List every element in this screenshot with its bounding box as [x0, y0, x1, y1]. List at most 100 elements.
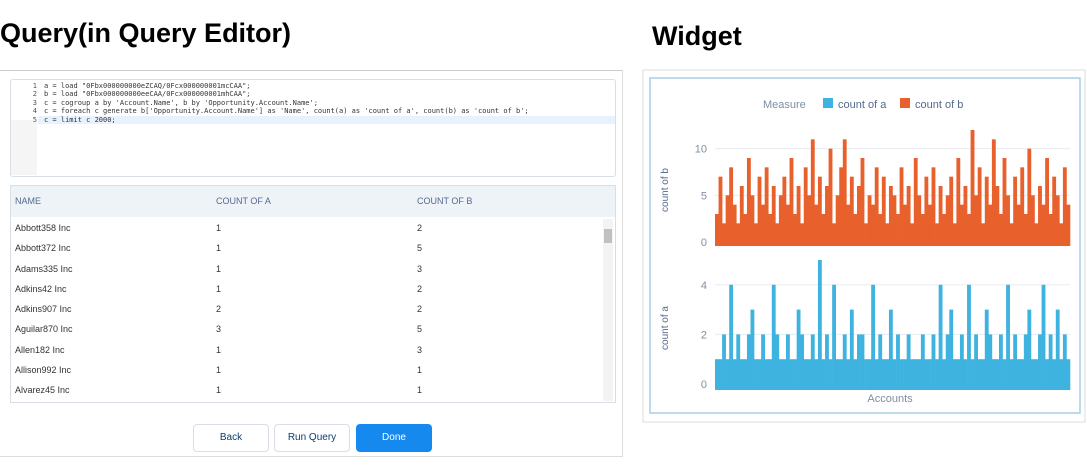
bar — [903, 359, 907, 390]
bar — [938, 186, 943, 246]
bar — [860, 158, 865, 246]
bar — [1052, 359, 1057, 390]
bar — [842, 139, 847, 246]
scroll-thumb[interactable] — [604, 229, 612, 243]
bar — [967, 284, 971, 390]
bar — [984, 309, 989, 390]
bar — [896, 214, 900, 246]
bar — [1009, 359, 1014, 390]
table-cell: Aguilar870 Inc — [15, 324, 73, 335]
bar — [825, 186, 829, 246]
bar — [1030, 359, 1035, 390]
bar — [1020, 167, 1025, 246]
table-cell: Abbott372 Inc — [15, 243, 71, 254]
bar — [807, 195, 812, 246]
bar — [853, 359, 858, 390]
bar — [874, 167, 879, 246]
button[interactable]: Run Query — [274, 424, 350, 452]
bar — [928, 204, 932, 246]
bar — [754, 359, 758, 390]
bar — [803, 359, 808, 390]
button[interactable]: Done — [356, 424, 432, 452]
bar — [857, 186, 861, 246]
y-tick-label: 0 — [701, 379, 707, 391]
line-number: 4 — [32, 107, 37, 116]
bar — [1030, 195, 1035, 246]
legend-swatch — [823, 98, 833, 108]
bar — [949, 309, 954, 390]
bar — [771, 186, 776, 246]
results-table: NAME COUNT OF A COUNT OF B Abbott358 Inc 1 2 A… — [10, 185, 616, 403]
bar — [729, 167, 734, 246]
table-cell: Allen182 Inc — [15, 344, 65, 355]
bar — [793, 359, 797, 390]
bar — [888, 309, 893, 390]
bar — [786, 204, 790, 246]
bar — [1002, 158, 1007, 246]
bar — [715, 214, 719, 246]
bar — [956, 158, 961, 246]
bar — [839, 167, 844, 246]
table-cell: Abbott358 Inc — [15, 223, 71, 233]
y-tick-label: 4 — [701, 280, 707, 292]
bar — [885, 359, 890, 390]
bar — [754, 223, 758, 246]
gutter — [11, 120, 37, 175]
bar — [981, 223, 986, 246]
table-cell: 1 — [216, 283, 222, 294]
bar — [988, 204, 993, 246]
bar — [842, 334, 847, 390]
table-cell: 1 — [216, 344, 222, 355]
bar — [835, 195, 840, 246]
column-header: NAME — [15, 196, 42, 206]
bar — [807, 359, 812, 390]
line-number: 5 — [32, 115, 37, 124]
line-number: 2 — [32, 90, 37, 99]
bar — [1034, 359, 1039, 390]
bar — [722, 223, 726, 246]
bar — [821, 359, 826, 390]
bar — [970, 359, 975, 390]
bar — [931, 334, 936, 390]
bar — [999, 334, 1003, 390]
bar — [1059, 223, 1064, 246]
bar — [963, 359, 968, 390]
bar — [920, 214, 925, 246]
bar — [810, 334, 815, 390]
bar — [938, 284, 943, 390]
bar — [800, 334, 805, 390]
bar — [959, 204, 964, 246]
legend-title: Measure — [763, 99, 806, 111]
button[interactable]: Back — [193, 424, 269, 452]
code-editor[interactable]: 1 a = load "0Fbx000000000eZCAQ/0Fcx000000… — [10, 79, 616, 177]
table-cell: Allison992 Inc — [15, 364, 72, 375]
bar — [864, 223, 868, 246]
bar — [796, 186, 801, 246]
bar — [913, 359, 918, 390]
bar — [846, 204, 851, 246]
table-cell: 3 — [216, 324, 222, 335]
bar — [778, 195, 783, 246]
bar — [917, 195, 922, 246]
table-cell: 2 — [417, 283, 423, 294]
bar — [1062, 334, 1067, 390]
bar — [871, 284, 876, 390]
bar — [736, 334, 741, 390]
bar — [739, 186, 744, 246]
code-line: b = load "0Fbx000000000eeCAA/0Fcx0000000… — [44, 90, 251, 99]
bar — [974, 195, 978, 246]
table-cell: 2 — [417, 223, 423, 233]
table-cell: 1 — [216, 263, 222, 274]
bar — [768, 214, 773, 246]
bar — [959, 334, 964, 390]
bar — [1027, 309, 1032, 390]
legend-label: count of a — [838, 99, 887, 111]
bar — [821, 214, 826, 246]
bar — [1048, 214, 1053, 246]
bar — [718, 359, 723, 390]
bar — [1027, 148, 1032, 246]
bar — [1052, 176, 1057, 246]
scrollbar[interactable] — [603, 219, 613, 401]
bar — [835, 359, 840, 390]
